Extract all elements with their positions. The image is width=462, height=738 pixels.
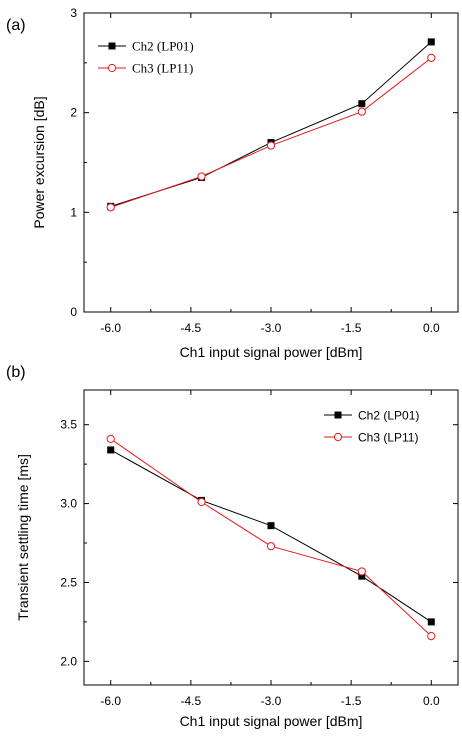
y-tick-label: 2.5 <box>60 575 77 589</box>
data-point-ch2 <box>358 572 366 580</box>
x-axis-title: Ch1 input signal power [dBm] <box>180 713 363 729</box>
series-line-ch3 <box>110 57 432 208</box>
chart-panel-a: -6.0 -4.5 -3.0 -1.5 0.0 0 1 2 3 Ch1 input signal … <box>6 6 459 360</box>
legend-marker-square <box>108 42 116 50</box>
data-point-ch2 <box>427 618 435 626</box>
data-point-ch2 <box>107 446 115 454</box>
data-point-ch2 <box>427 38 435 46</box>
y-axis-title: Power excursion [dB] <box>31 96 47 228</box>
legend-label: Ch2 (LP01) <box>132 39 194 54</box>
y-tick-label: 2.0 <box>60 654 77 668</box>
legend: Ch2 (LP01) Ch3 (LP11) <box>98 39 194 76</box>
y-tick-label: 3.5 <box>60 418 77 432</box>
y-tick-label: 0 <box>70 305 77 319</box>
data-point-ch2 <box>267 522 275 530</box>
y-tick-label: 3.0 <box>60 497 77 511</box>
data-point-ch3 <box>427 631 436 641</box>
legend-marker-square <box>334 411 342 419</box>
legend-label: Ch2 (LP01) <box>358 409 419 423</box>
y-tick-label: 2 <box>70 106 77 120</box>
x-tick-label: -6.0 <box>100 321 121 335</box>
plot-frame <box>83 12 459 313</box>
y-tick-label: 3 <box>70 6 77 20</box>
data-point-ch3 <box>197 497 206 507</box>
x-tick-label: -4.5 <box>181 694 202 708</box>
legend-marker-circle <box>107 63 117 73</box>
data-point-ch3 <box>106 203 115 212</box>
data-point-ch3 <box>357 107 366 116</box>
x-tick-label: -3.0 <box>261 694 282 708</box>
legend: Ch2 (LP01) Ch3 (LP11) <box>324 409 419 445</box>
x-tick-label: 0.0 <box>423 321 440 335</box>
x-tick-label: -4.5 <box>181 321 202 335</box>
legend-label: Ch3 (LP11) <box>132 61 193 76</box>
x-tick-label: -6.0 <box>100 694 121 708</box>
panel-label: (b) <box>6 364 26 381</box>
data-point-ch3 <box>106 434 115 444</box>
chart-panel-b: -6.0 -4.5 -3.0 -1.5 0.0 2.0 2.5 3.0 3.5 Ch1 input… <box>6 364 459 729</box>
y-tick-label: 1 <box>70 205 77 219</box>
data-point-ch3 <box>197 172 206 181</box>
legend-label: Ch3 (LP11) <box>358 431 418 445</box>
x-tick-label: -3.0 <box>261 321 282 335</box>
legend-marker-circle <box>333 432 343 442</box>
x-tick-label: -1.5 <box>341 321 362 335</box>
data-point-ch3 <box>357 567 366 576</box>
data-point-ch2 <box>358 100 366 108</box>
data-point-ch3 <box>266 141 276 150</box>
x-tick-label: -1.5 <box>341 694 362 708</box>
x-tick-label: 0.0 <box>423 694 440 708</box>
y-axis-title: Transient settling time [ms] <box>15 454 31 621</box>
data-point-ch3 <box>427 53 436 62</box>
series-line-ch3 <box>110 438 432 637</box>
series-line-ch2 <box>110 449 432 623</box>
data-point-ch3 <box>266 542 276 551</box>
x-axis-title: Ch1 input signal power [dBm] <box>180 344 363 360</box>
panel-label: (a) <box>6 17 26 34</box>
